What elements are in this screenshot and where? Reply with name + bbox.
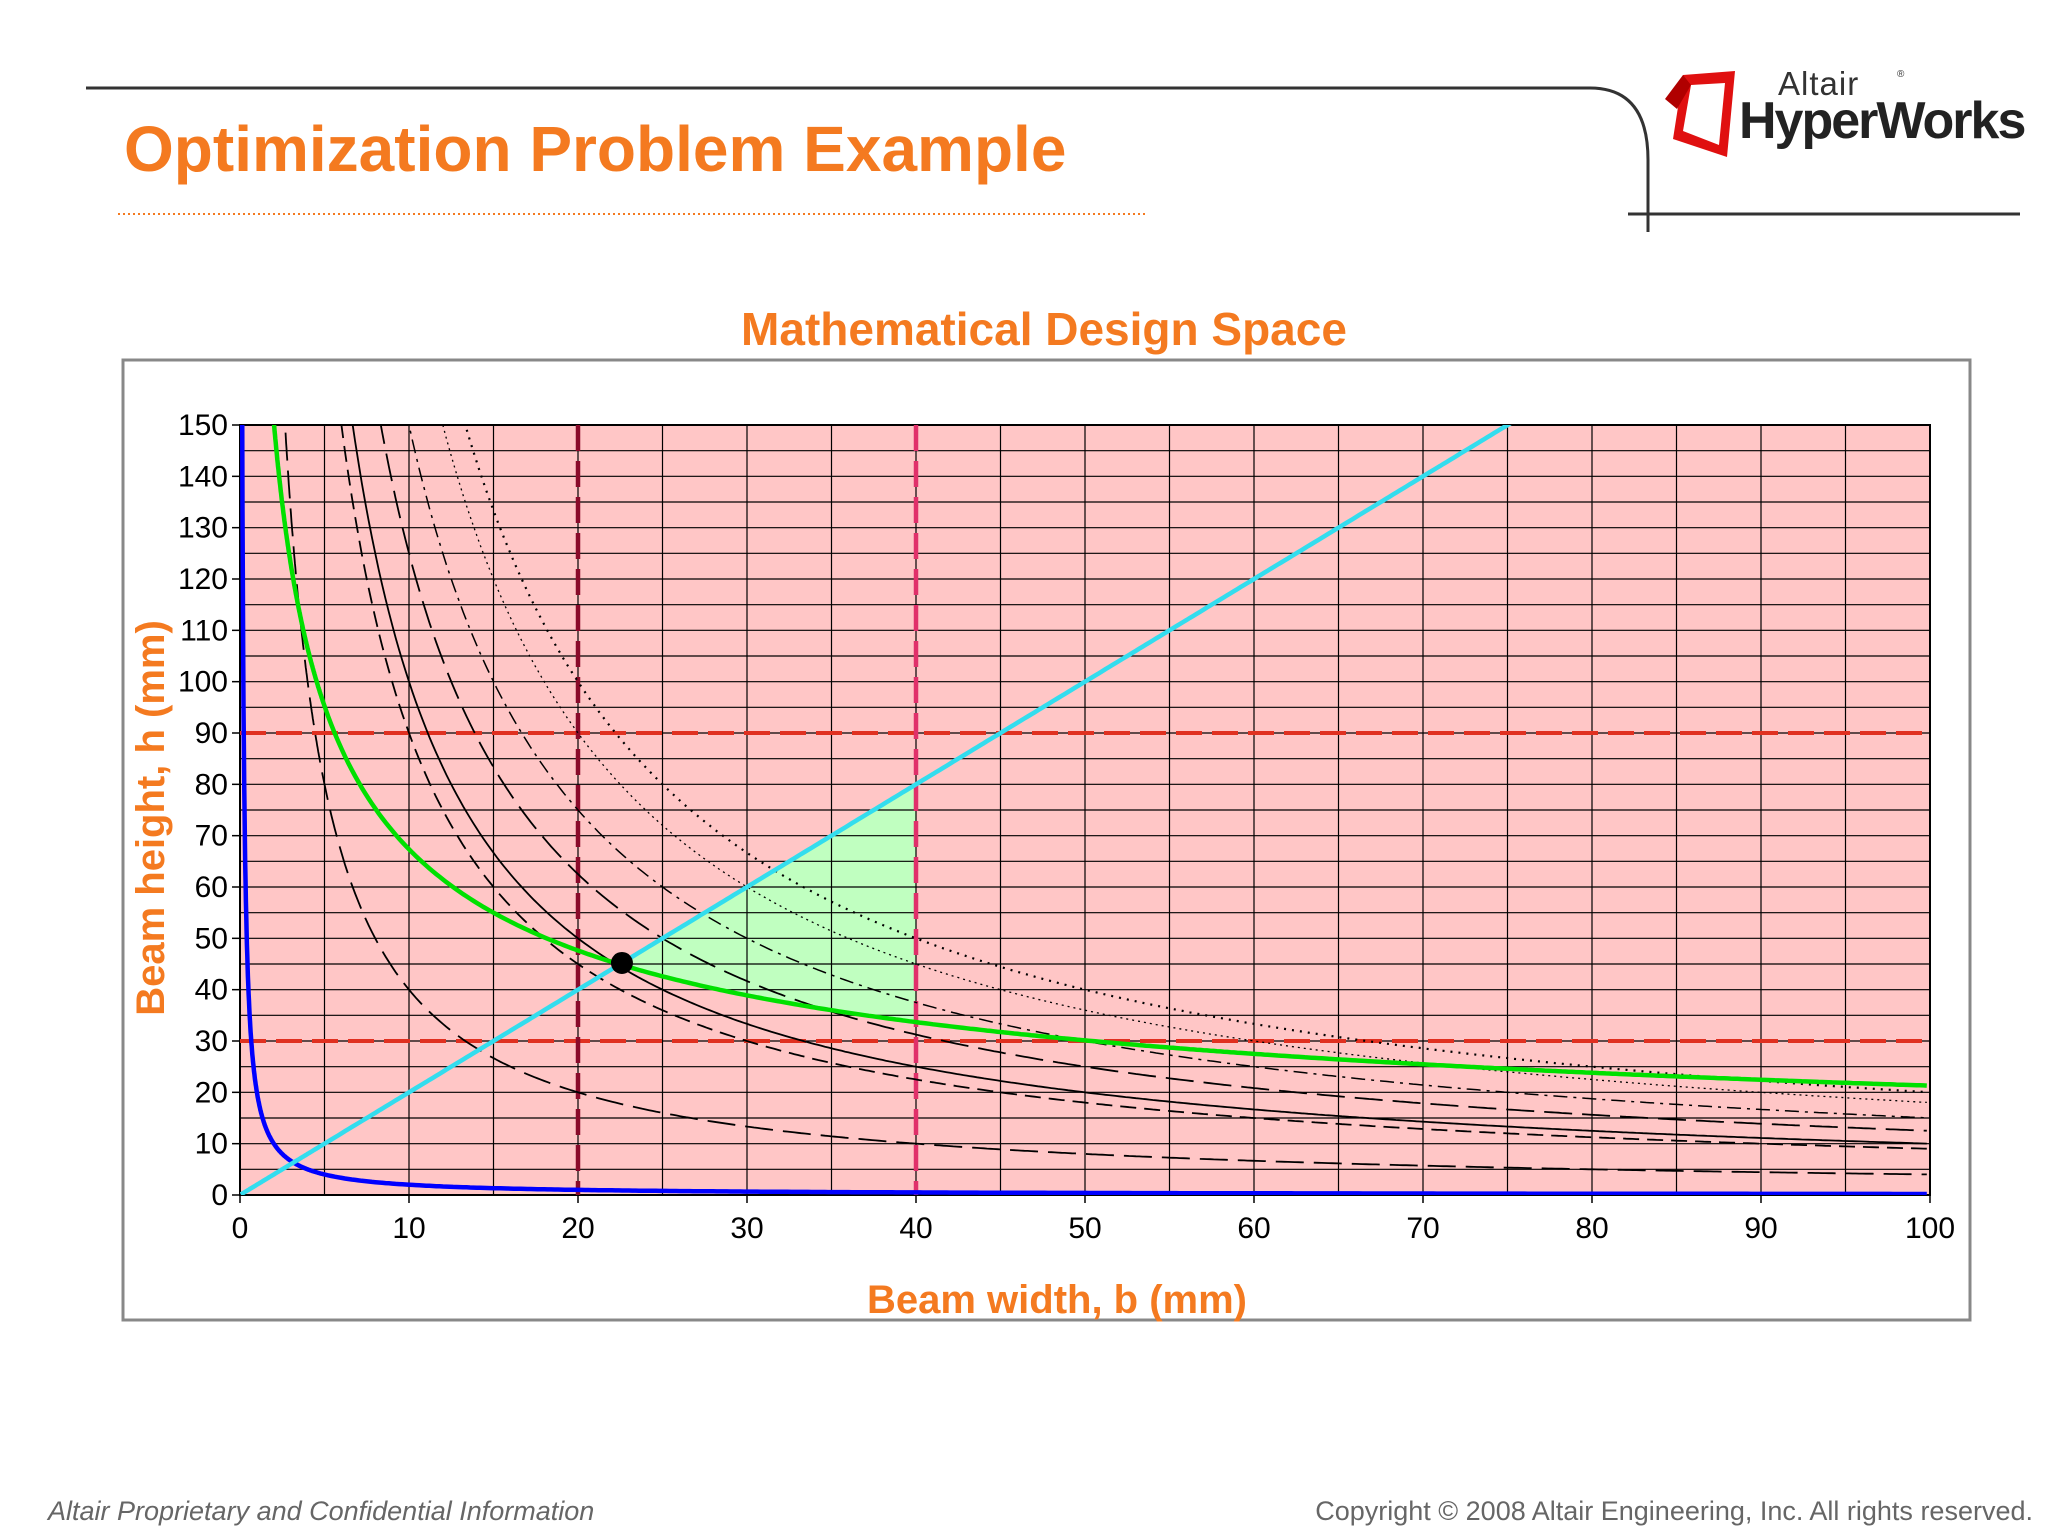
- y-tick-label: 90: [195, 717, 228, 750]
- y-tick-label: 30: [195, 1025, 228, 1058]
- series-curve-7: [442, 425, 1927, 1104]
- x-tick-label: 80: [1575, 1212, 1608, 1245]
- chart-title: Mathematical Design Space: [741, 303, 1347, 355]
- y-tick-label: 10: [195, 1128, 228, 1161]
- y-axis-title: Beam height, h (mm): [129, 620, 173, 1016]
- x-tick-label: 20: [561, 1212, 594, 1245]
- footer-copyright: Copyright © 2008 Altair Engineering, Inc…: [1315, 1496, 2033, 1526]
- x-tick-label: 50: [1068, 1212, 1101, 1245]
- footer-confidential-notice: Altair Proprietary and Confidential Info…: [48, 1496, 595, 1526]
- altair-logo-icon: [1665, 71, 1735, 157]
- optimum-point: [610, 951, 633, 974]
- series-curve-4: [351, 425, 1927, 1145]
- series-curve-2: [284, 425, 1927, 1176]
- y-tick-label: 70: [195, 820, 228, 853]
- x-tick-label: 100: [1905, 1212, 1955, 1245]
- series-curve-1: [340, 425, 1927, 1150]
- y-tick-label: 40: [195, 974, 228, 1007]
- series-curve-10: [240, 425, 1512, 1195]
- series-curve-5: [379, 425, 1927, 1132]
- logo-registered-mark: ®: [1897, 69, 1905, 80]
- y-tick-label: 20: [195, 1076, 228, 1109]
- y-tick-label: 130: [178, 512, 228, 545]
- y-tick-label: 80: [195, 768, 228, 801]
- y-tick-label: 120: [178, 563, 228, 596]
- x-tick-label: 10: [392, 1212, 425, 1245]
- x-tick-label: 30: [730, 1212, 763, 1245]
- logo-altair-text: Altair: [1778, 65, 1860, 102]
- header-rule-line: [86, 86, 1650, 232]
- x-tick-label: 0: [232, 1212, 249, 1245]
- x-axis-title: Beam width, b (mm): [867, 1278, 1247, 1322]
- y-tick-label: 0: [211, 1179, 228, 1212]
- y-tick-label: 50: [195, 922, 228, 955]
- slide-title: Optimization Problem Example: [124, 113, 1067, 185]
- y-tick-label: 150: [178, 409, 228, 442]
- feasible-region: [621, 784, 916, 1023]
- series-curve-9: [240, 425, 1927, 1195]
- brand-logo: Altair ® HyperWorks: [1655, 55, 2035, 175]
- logo-hyperworks-text: HyperWorks: [1739, 92, 2026, 150]
- x-tick-label: 60: [1237, 1212, 1270, 1245]
- x-tick-label: 90: [1744, 1212, 1777, 1245]
- y-tick-label: 140: [178, 460, 228, 493]
- y-tick-label: 60: [195, 871, 228, 904]
- series-curve-8: [271, 425, 1927, 1088]
- x-tick-label: 40: [899, 1212, 932, 1245]
- y-tick-label: 110: [180, 614, 228, 647]
- x-tick-label: 70: [1406, 1212, 1439, 1245]
- y-tick-label: 100: [178, 666, 228, 699]
